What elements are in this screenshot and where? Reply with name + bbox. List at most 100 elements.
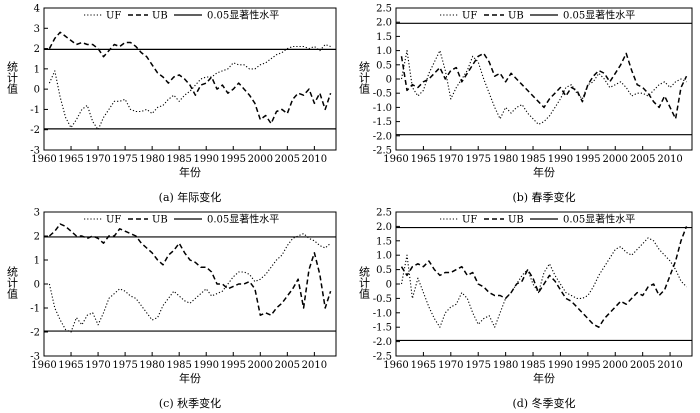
x-axis-label: 年份 xyxy=(533,165,555,179)
y-tick-label: -3 xyxy=(30,146,40,157)
x-tick-label: 1985 xyxy=(166,154,191,165)
y-tick-label: -1.0 xyxy=(373,103,392,114)
legend-label: UF xyxy=(106,11,121,22)
y-tick-label: -0.5 xyxy=(373,294,392,305)
y-axis-label: 统计值 xyxy=(6,266,19,300)
x-tick-label: 2010 xyxy=(302,154,327,165)
series-line-uf xyxy=(48,43,331,131)
x-tick-label: 1970 xyxy=(438,360,463,371)
x-tick-label: 1965 xyxy=(411,154,436,165)
x-tick-label: 1990 xyxy=(548,360,573,371)
y-tick-label: -0.5 xyxy=(373,89,392,100)
legend-label: UB xyxy=(508,215,524,226)
series-line-uf xyxy=(48,233,331,333)
x-tick-label: 2010 xyxy=(657,154,682,165)
y-tick-label: 2.0 xyxy=(376,222,392,233)
x-tick-label: 1995 xyxy=(575,154,600,165)
x-tick-label: 1970 xyxy=(438,154,463,165)
x-tick-label: 1990 xyxy=(548,154,573,165)
x-tick-label: 1980 xyxy=(493,154,518,165)
x-tick-label: 1980 xyxy=(139,154,164,165)
y-tick-label: -1.5 xyxy=(373,117,392,128)
y-tick-label: -2 xyxy=(30,125,40,136)
y-tick-label: 2.5 xyxy=(376,208,392,219)
y-tick-label: -3 xyxy=(30,352,40,363)
y-tick-label: -1 xyxy=(30,304,40,315)
x-tick-label: 1990 xyxy=(193,154,218,165)
legend-label: UB xyxy=(152,215,168,226)
x-tick-label: 1995 xyxy=(221,360,246,371)
x-tick-label: 1995 xyxy=(575,360,600,371)
chart-panel-3: -2.5 -2.0 -1.5 -1.0 -0.5 0 0.5 1.0 1.5 2.0 2.5 1960… xyxy=(358,208,693,410)
x-tick-label: 2000 xyxy=(603,360,628,371)
x-tick-label: 1985 xyxy=(520,360,545,371)
x-tick-label: 1985 xyxy=(166,360,191,371)
y-tick-label: -1.0 xyxy=(373,308,392,319)
plot-frame xyxy=(395,7,693,151)
x-tick-label: 1965 xyxy=(58,154,83,165)
y-tick-label: 2 xyxy=(34,44,40,55)
x-tick-label: 1970 xyxy=(85,154,110,165)
x-tick-label: 1960 xyxy=(383,360,408,371)
y-tick-label: -2.5 xyxy=(373,352,392,363)
y-tick-label: 4 xyxy=(34,4,40,15)
series-line-uf xyxy=(400,50,687,125)
plot-frame xyxy=(43,211,337,357)
y-axis-label: 统计值 xyxy=(358,266,371,300)
x-tick-label: 1975 xyxy=(465,154,490,165)
chart-panel-0: -3 -2 -1 0 1 2 3 4 1960 1965 1970 1975 1980 1985 1990 1… xyxy=(6,4,337,204)
x-tick-label: 1995 xyxy=(221,154,246,165)
y-tick-label: 2.0 xyxy=(376,18,392,29)
x-tick-label: 1990 xyxy=(193,360,218,371)
legend-label: 0.05显著性水平 xyxy=(207,213,279,226)
x-axis-label: 年份 xyxy=(533,371,555,385)
series-line-uf xyxy=(400,237,687,328)
legend-label: UB xyxy=(152,11,168,22)
x-tick-label: 2000 xyxy=(248,360,273,371)
x-axis-label: 年份 xyxy=(179,371,201,385)
plot-frame xyxy=(43,7,337,151)
y-tick-label: 1 xyxy=(34,256,40,267)
y-tick-label: -1 xyxy=(30,105,40,116)
y-tick-label: -2 xyxy=(30,328,40,339)
y-tick-label: 0 xyxy=(34,85,40,96)
x-tick-label: 1965 xyxy=(411,360,436,371)
panel-caption: (b) 春季变化 xyxy=(512,190,575,204)
x-tick-label: 1965 xyxy=(58,360,83,371)
y-tick-label: 0 xyxy=(386,75,392,86)
y-tick-label: 1.5 xyxy=(376,236,392,247)
legend-label: UF xyxy=(462,11,477,22)
legend-label: 0.05显著性水平 xyxy=(563,213,635,226)
x-tick-label: 2005 xyxy=(630,360,655,371)
x-tick-label: 1960 xyxy=(31,360,56,371)
y-tick-label: 1.0 xyxy=(376,251,392,262)
series-line-ub xyxy=(400,52,688,120)
legend-label: 0.05显著性水平 xyxy=(563,9,635,22)
y-tick-label: 3 xyxy=(34,24,40,35)
legend-label: UF xyxy=(462,215,477,226)
panel-caption: (a) 年际变化 xyxy=(159,190,222,204)
legend-label: UF xyxy=(106,215,121,226)
x-tick-label: 2000 xyxy=(603,154,628,165)
x-tick-label: 1975 xyxy=(465,360,490,371)
y-tick-label: 1.0 xyxy=(376,46,392,57)
chart-panel-1: -2.5 -2.0 -1.5 -1.0 -0.5 0 0.5 1.0 1.5 2.0 2.5 1960… xyxy=(358,4,693,204)
panel-caption: (d) 冬季变化 xyxy=(512,396,575,410)
x-tick-label: 2000 xyxy=(248,154,273,165)
y-tick-label: 1.5 xyxy=(376,32,392,43)
y-tick-label: -2.0 xyxy=(373,337,392,348)
legend-label: 0.05显著性水平 xyxy=(207,9,279,22)
x-tick-label: 2005 xyxy=(630,154,655,165)
y-axis-label: 统计值 xyxy=(6,61,19,95)
x-tick-label: 1970 xyxy=(85,360,110,371)
y-tick-label: -1.5 xyxy=(373,323,392,334)
x-tick-label: 1980 xyxy=(493,360,518,371)
y-tick-label: 2.5 xyxy=(376,4,392,15)
y-tick-label: 2 xyxy=(34,232,40,243)
chart-panel-2: -3 -2 -1 0 1 2 3 1960 1965 1970 1975 1980 1985 1990 19… xyxy=(6,208,337,410)
y-tick-label: 0.5 xyxy=(376,265,392,276)
series-line-ub xyxy=(48,31,332,125)
y-tick-label: 1 xyxy=(34,64,40,75)
y-tick-label: -2.0 xyxy=(373,131,392,142)
